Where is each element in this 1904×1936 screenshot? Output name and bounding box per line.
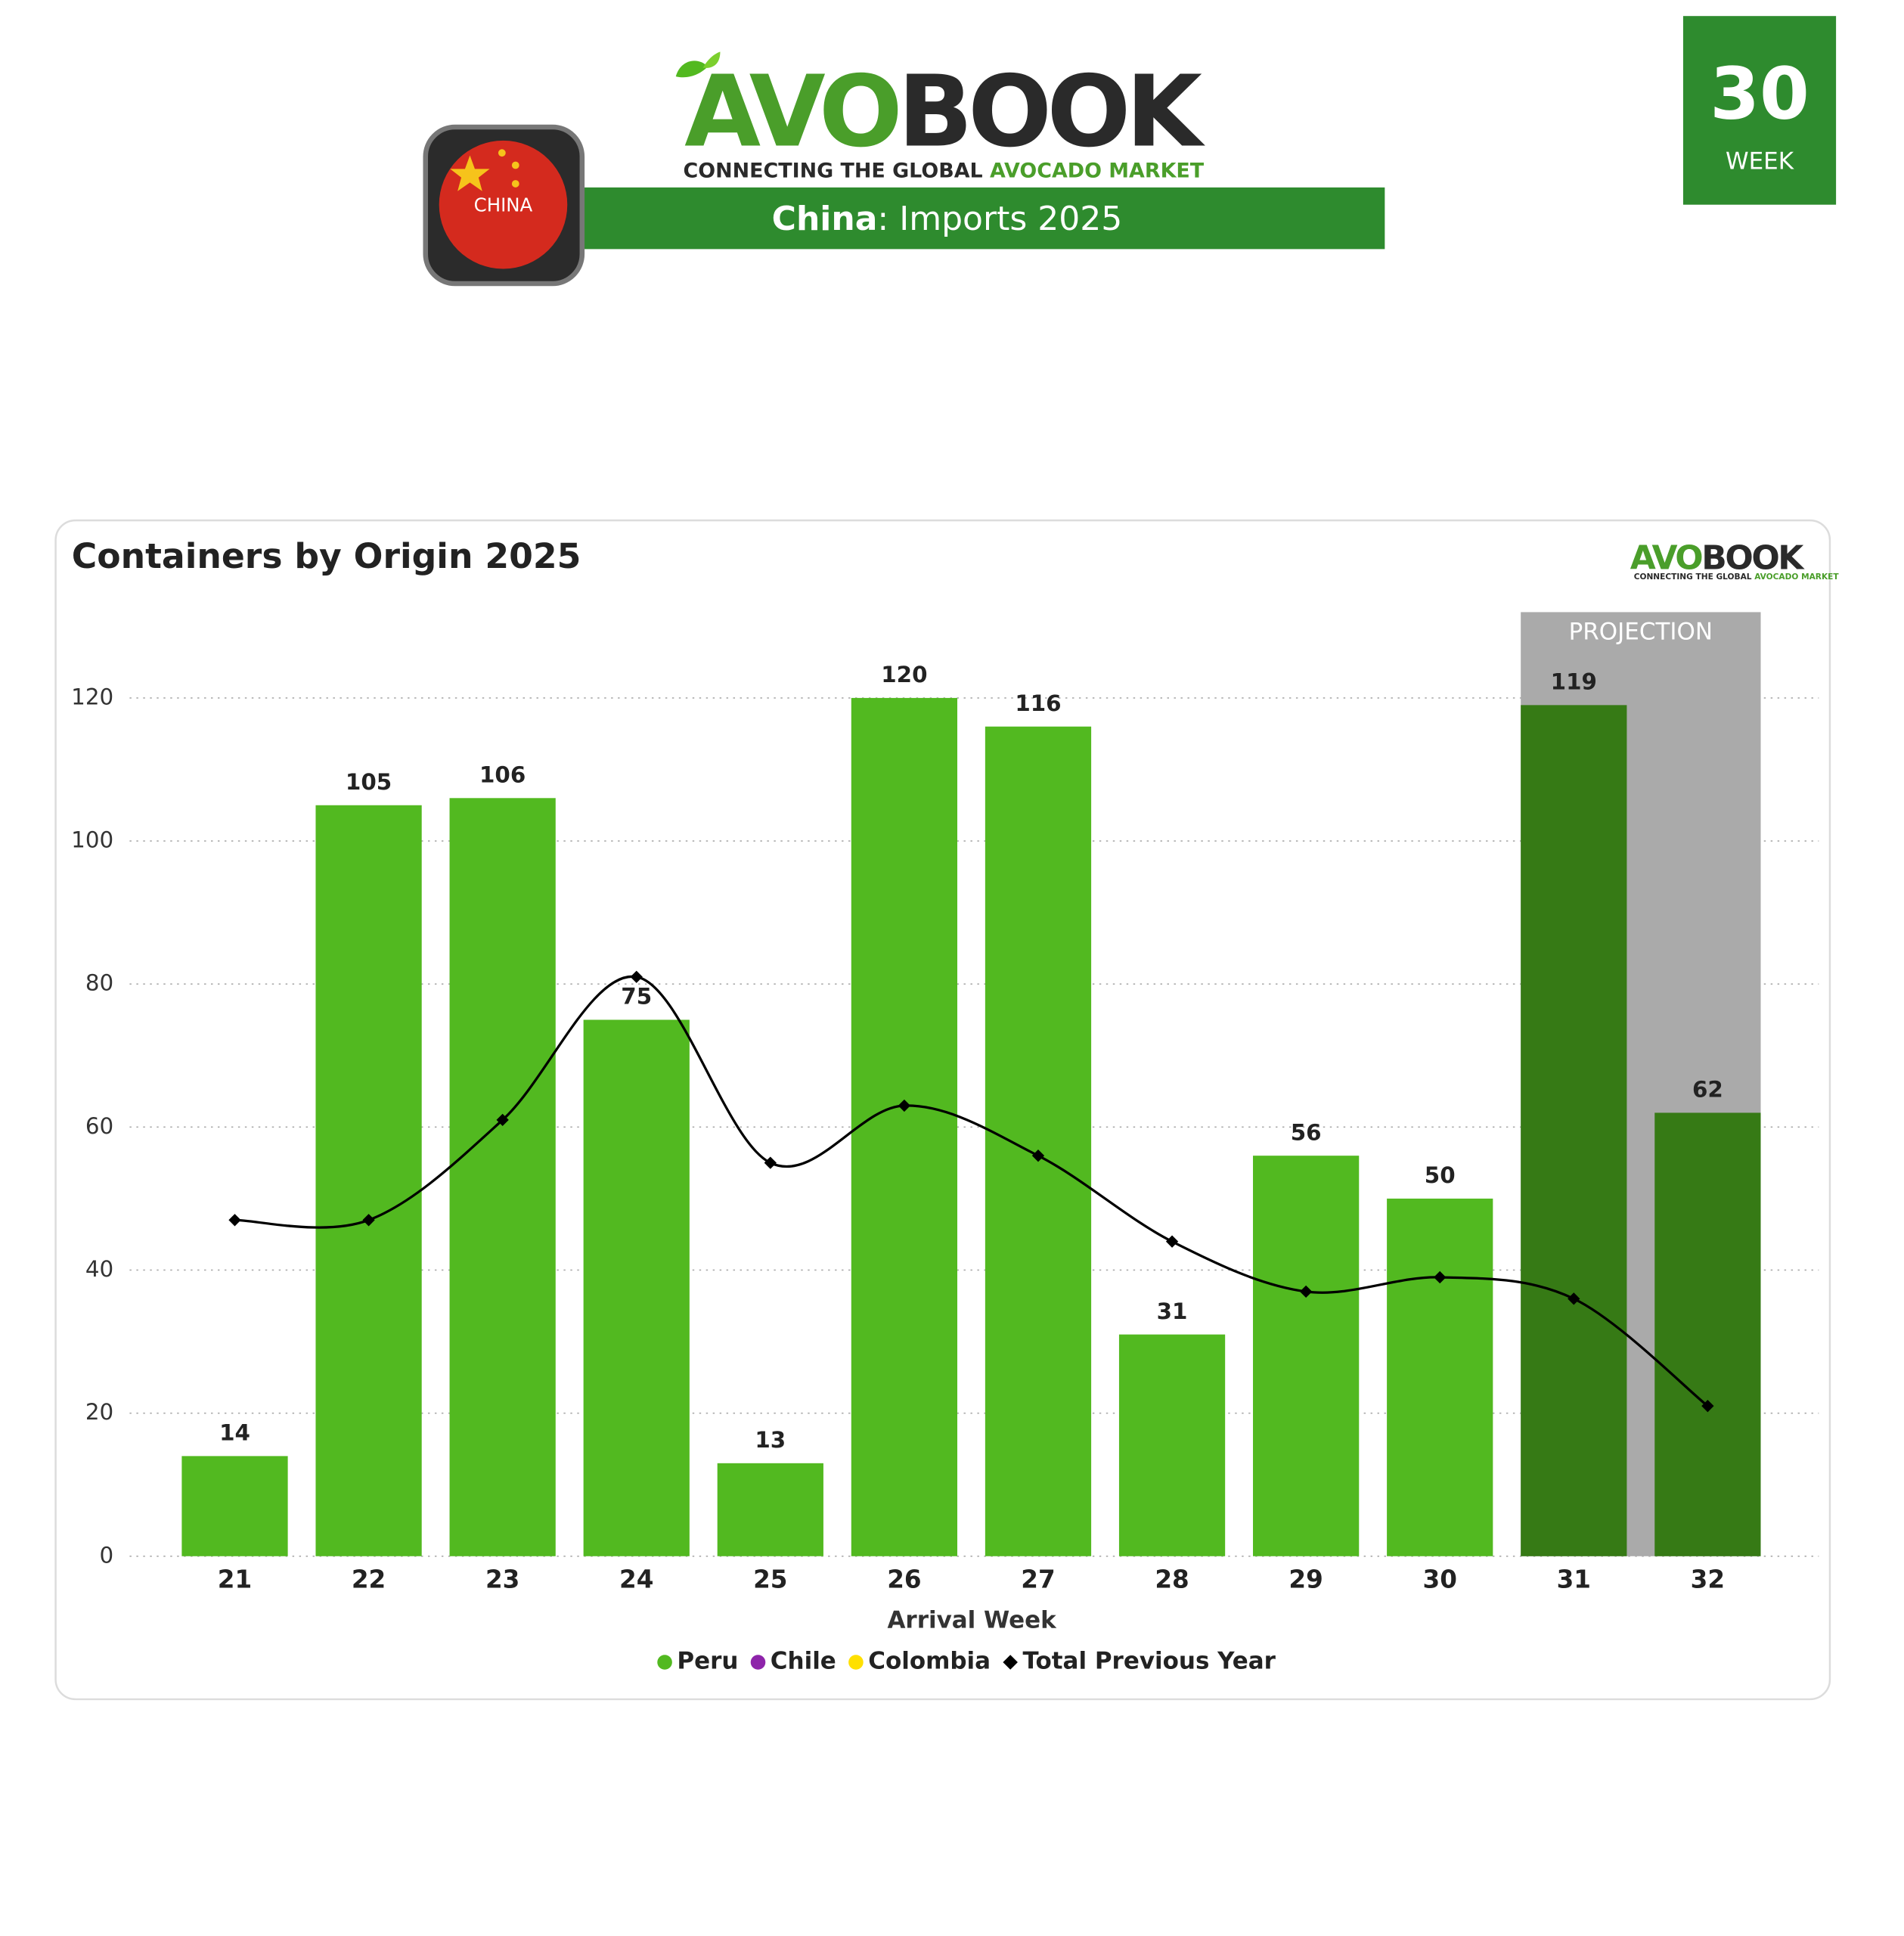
bar [1654, 1112, 1761, 1556]
flag-star [498, 149, 506, 157]
data-label: 13 [755, 1427, 786, 1453]
y-tick-label: 0 [100, 1542, 114, 1568]
x-tick-label: 21 [218, 1565, 252, 1593]
flag-star [511, 180, 519, 188]
x-tick-label: 31 [1557, 1565, 1591, 1593]
chart-title: Containers by Origin 2025 [72, 536, 581, 576]
bar [1387, 1198, 1493, 1556]
tagline: CONNECTING THE GLOBAL AVOCADO MARKET [684, 159, 1205, 182]
bar [181, 1456, 288, 1556]
y-tick-label: 40 [85, 1256, 113, 1282]
data-label: 106 [479, 762, 526, 787]
week-number: 30 [1710, 52, 1809, 135]
line-marker [1434, 1270, 1447, 1284]
data-label: 56 [1291, 1119, 1322, 1145]
banner-rest: : Imports 2025 [877, 200, 1122, 238]
bar [315, 805, 422, 1556]
data-label: 116 [1015, 690, 1061, 716]
y-tick-label: 120 [71, 684, 113, 709]
banner-text: China: Imports 2025 [772, 200, 1123, 238]
logo-part: AVO [684, 54, 898, 169]
logo-part: BOOK [898, 54, 1206, 169]
x-tick-label: 25 [753, 1565, 787, 1593]
data-label: 31 [1157, 1298, 1188, 1324]
legend-label: Colombia [868, 1648, 991, 1675]
line-marker [1568, 1292, 1580, 1305]
banner [505, 187, 1385, 250]
week-box [1682, 16, 1837, 205]
logo-part: BOOK [1701, 538, 1805, 577]
bar [583, 1019, 690, 1556]
x-tick-label: 30 [1423, 1565, 1457, 1593]
x-tick-label: 22 [352, 1565, 386, 1593]
legend: Peru Chile Colombia Total Previous Year [657, 1648, 1276, 1675]
data-label: 75 [621, 984, 652, 1010]
legend-label: Chile [771, 1648, 836, 1675]
flag-label: CHINA [474, 194, 533, 216]
x-tick-label: 23 [485, 1565, 519, 1593]
projection-label: PROJECTION [1569, 619, 1713, 646]
data-label: 14 [219, 1420, 250, 1446]
tagline-part: CONNECTING THE GLOBAL [684, 159, 991, 182]
legend-marker [1003, 1655, 1018, 1670]
x-tick-label: 26 [887, 1565, 921, 1593]
legend-label: Total Previous Year [1022, 1648, 1276, 1675]
tagline-part: AVOCADO MARKET [990, 159, 1205, 182]
logo-part: AVO [1630, 538, 1702, 577]
logo-leaf [675, 60, 709, 78]
flag-star [511, 161, 519, 169]
x-tick-label: 27 [1021, 1565, 1055, 1593]
bar [1118, 1334, 1226, 1556]
legend-marker [657, 1655, 672, 1670]
x-axis-title: Arrival Week [887, 1607, 1057, 1634]
data-label: 105 [346, 769, 392, 795]
tagline-part: CONNECTING THE GLOBAL [1634, 572, 1755, 582]
banner-country: China [772, 200, 878, 238]
bar [1253, 1156, 1360, 1556]
line-marker [1299, 1285, 1313, 1298]
bar [717, 1463, 823, 1556]
x-tick-label: 32 [1691, 1565, 1725, 1593]
bar [851, 697, 958, 1556]
x-tick-label: 24 [619, 1565, 653, 1593]
bar [985, 726, 1092, 1556]
data-label: 62 [1692, 1077, 1723, 1103]
header: AVOBOOK CONNECTING THE GLOBAL AVOCADO MA… [423, 16, 1837, 287]
line-marker [1701, 1400, 1714, 1413]
bar [449, 798, 556, 1556]
logo: AVOBOOK [684, 54, 1206, 169]
data-label: 119 [1551, 669, 1597, 695]
logo-leaf [702, 51, 721, 68]
legend-marker [848, 1655, 864, 1670]
y-tick-label: 60 [85, 1113, 113, 1139]
y-tick-label: 100 [71, 827, 113, 853]
x-tick-label: 28 [1155, 1565, 1189, 1593]
x-tick-label: 29 [1288, 1565, 1323, 1593]
tagline-part: AVOCADO MARKET [1754, 572, 1839, 582]
small-logo: AVOBOOK [1630, 538, 1806, 577]
y-tick-label: 20 [85, 1399, 113, 1425]
legend-marker [750, 1655, 766, 1670]
bar [1521, 705, 1627, 1556]
data-label: 120 [881, 662, 927, 687]
flag-star [450, 155, 490, 191]
y-tick-label: 80 [85, 970, 113, 996]
legend-label: Peru [677, 1648, 738, 1675]
small-tagline: CONNECTING THE GLOBAL AVOCADO MARKET [1634, 572, 1840, 582]
week-label: WEEK [1726, 148, 1794, 175]
data-label: 50 [1425, 1162, 1456, 1188]
